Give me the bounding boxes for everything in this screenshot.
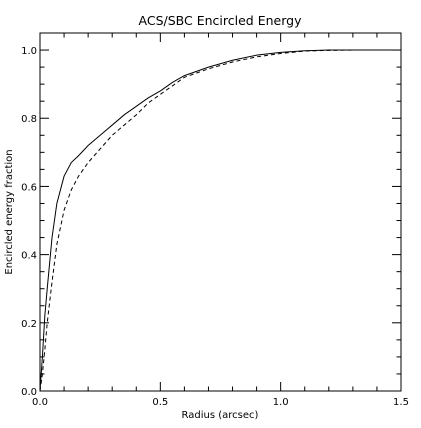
x-tick-label: 1.0	[273, 397, 289, 408]
y-axis-label: Encircled energy fraction	[4, 149, 15, 274]
x-tick-label: 0.5	[152, 397, 168, 408]
y-tick-label: 0.8	[21, 114, 37, 125]
x-tick-label: 1.5	[393, 397, 409, 408]
x-axis-label: Radius (arcsec)	[182, 410, 259, 421]
series-line-dashed	[39, 49, 401, 392]
axis-ticks: 0.0 0.5 1.0 1.5 0.0 0.2 0.4 0.6 0.8 1.0	[21, 33, 409, 408]
plot-frame	[39, 32, 402, 392]
x-tick-label: 0.0	[32, 397, 48, 408]
y-tick-label: 0.0	[21, 387, 37, 398]
chart-title: ACS/SBC Encircled Energy	[139, 13, 303, 28]
series-lines	[39, 49, 401, 392]
series-line-solid	[39, 49, 401, 392]
y-tick-label: 1.0	[21, 46, 37, 57]
y-tick-label: 0.6	[21, 182, 37, 193]
y-tick-label: 0.4	[21, 251, 37, 262]
y-tick-label: 0.2	[21, 319, 37, 330]
